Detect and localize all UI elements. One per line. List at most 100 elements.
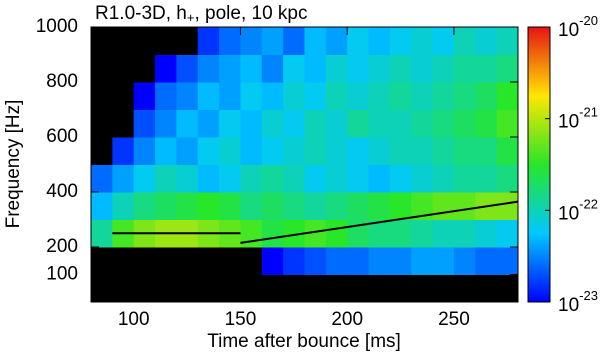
heatmap-cell	[475, 54, 498, 83]
heatmap-cell	[176, 137, 199, 165]
heatmap-cell	[325, 109, 348, 138]
heatmap-cell	[475, 164, 498, 193]
colorbar-tick-label: 10-22	[558, 197, 598, 225]
heatmap-cell	[91, 274, 113, 303]
heatmap-cell	[197, 109, 220, 138]
heatmap-cell	[197, 82, 220, 110]
heatmap-cell	[347, 247, 370, 275]
chart-title: R1.0-3D, h+, pole, 10 kpc	[95, 3, 308, 25]
heatmap-cell	[91, 54, 113, 83]
heatmap-cell	[283, 219, 305, 248]
heatmap-cell	[155, 192, 177, 220]
heatmap-cell	[91, 137, 113, 165]
heatmap-cell	[219, 247, 241, 275]
heatmap-cell	[304, 109, 327, 138]
heatmap-cell	[133, 54, 156, 83]
heatmap-cell	[176, 109, 199, 138]
heatmap-cell	[411, 82, 434, 110]
heatmap-cell	[133, 109, 156, 138]
heatmap-cell	[133, 274, 156, 303]
heatmap-cell	[475, 219, 498, 248]
heatmap-cell	[411, 54, 434, 83]
heatmap-cell	[496, 137, 519, 165]
heatmap-cell	[283, 82, 305, 110]
heatmap-cell	[197, 247, 220, 275]
heatmap-cell	[91, 192, 113, 220]
plot-frame	[90, 26, 519, 303]
heatmap-cell	[91, 109, 113, 138]
y-tick-label: 800	[46, 71, 78, 92]
heatmap-cell	[475, 247, 498, 275]
heatmap-cell	[347, 164, 370, 193]
heatmap-cell	[304, 54, 327, 83]
heatmap-cell	[432, 27, 455, 55]
y-tick-label: 100	[46, 264, 78, 285]
title-subscript: +	[187, 10, 195, 25]
heatmap-cell	[453, 192, 476, 220]
heatmap-cell	[197, 137, 220, 165]
heatmap-cell	[432, 192, 455, 220]
heatmap-cell	[389, 82, 412, 110]
y-tick-label: 600	[46, 126, 78, 147]
heatmap-cell	[261, 137, 284, 165]
heatmap-cell	[432, 82, 455, 110]
colorbar-label-exponent: -20	[579, 13, 598, 28]
heatmap-cell	[475, 27, 498, 55]
heatmap-cell	[283, 192, 305, 220]
heatmap-cell	[453, 274, 476, 303]
heatmap-cell	[133, 82, 156, 110]
heatmap-cell	[304, 219, 327, 248]
heatmap-cell	[219, 109, 241, 138]
heatmap-cell	[240, 164, 263, 193]
heatmap-cell	[411, 274, 434, 303]
heatmap-cell	[133, 192, 156, 220]
colorbar-label-base: 10	[558, 112, 579, 133]
colorbar-tick-label: 10-23	[558, 288, 598, 316]
colorbar-label-exponent: -23	[579, 288, 598, 303]
heatmap-cell	[475, 274, 498, 303]
heatmap-cell	[240, 27, 263, 55]
heatmap-cell	[347, 192, 370, 220]
heatmap-cell	[432, 219, 455, 248]
heatmap-cell	[133, 137, 156, 165]
heatmap-cell	[496, 109, 519, 138]
heatmap-cell	[261, 219, 284, 248]
heatmap-cell	[283, 274, 305, 303]
heatmap-cell	[240, 109, 263, 138]
heatmap-cell	[197, 164, 220, 193]
heatmap-cell	[261, 192, 284, 220]
heatmap-cell	[155, 274, 177, 303]
y-tick-label: 200	[46, 236, 78, 257]
heatmap-cell	[368, 27, 391, 55]
heatmap-cell	[347, 54, 370, 83]
heatmap-cell	[112, 54, 135, 83]
heatmap-cell	[91, 247, 113, 275]
title-part: R1.0-3D, h	[95, 3, 187, 24]
heatmap-cell	[325, 192, 348, 220]
heatmap-cell	[411, 164, 434, 193]
heatmap-cell	[475, 109, 498, 138]
heatmap-cell	[240, 54, 263, 83]
heatmap-cell	[389, 137, 412, 165]
heatmap-cell	[453, 137, 476, 165]
colorbar-label-exponent: -21	[579, 105, 598, 120]
y-axis-label: Frequency [Hz]	[3, 100, 24, 229]
heatmap-cell	[112, 27, 135, 55]
heatmap-cell	[176, 164, 199, 193]
heatmap-cell	[240, 137, 263, 165]
heatmap-cell	[219, 54, 241, 83]
heatmap-cell	[496, 274, 519, 303]
heatmap-cell	[325, 274, 348, 303]
x-tick-label: 150	[225, 309, 257, 330]
heatmap-cell	[389, 109, 412, 138]
heatmap-cell	[496, 27, 519, 55]
heatmap-cell	[347, 109, 370, 138]
heatmap-cell	[133, 164, 156, 193]
heatmap-cell	[176, 192, 199, 220]
heatmap-cell	[389, 274, 412, 303]
heatmap-cell	[368, 82, 391, 110]
heatmap-cell	[432, 137, 455, 165]
heatmap-cell	[240, 82, 263, 110]
y-tick-label: 400	[46, 181, 78, 202]
